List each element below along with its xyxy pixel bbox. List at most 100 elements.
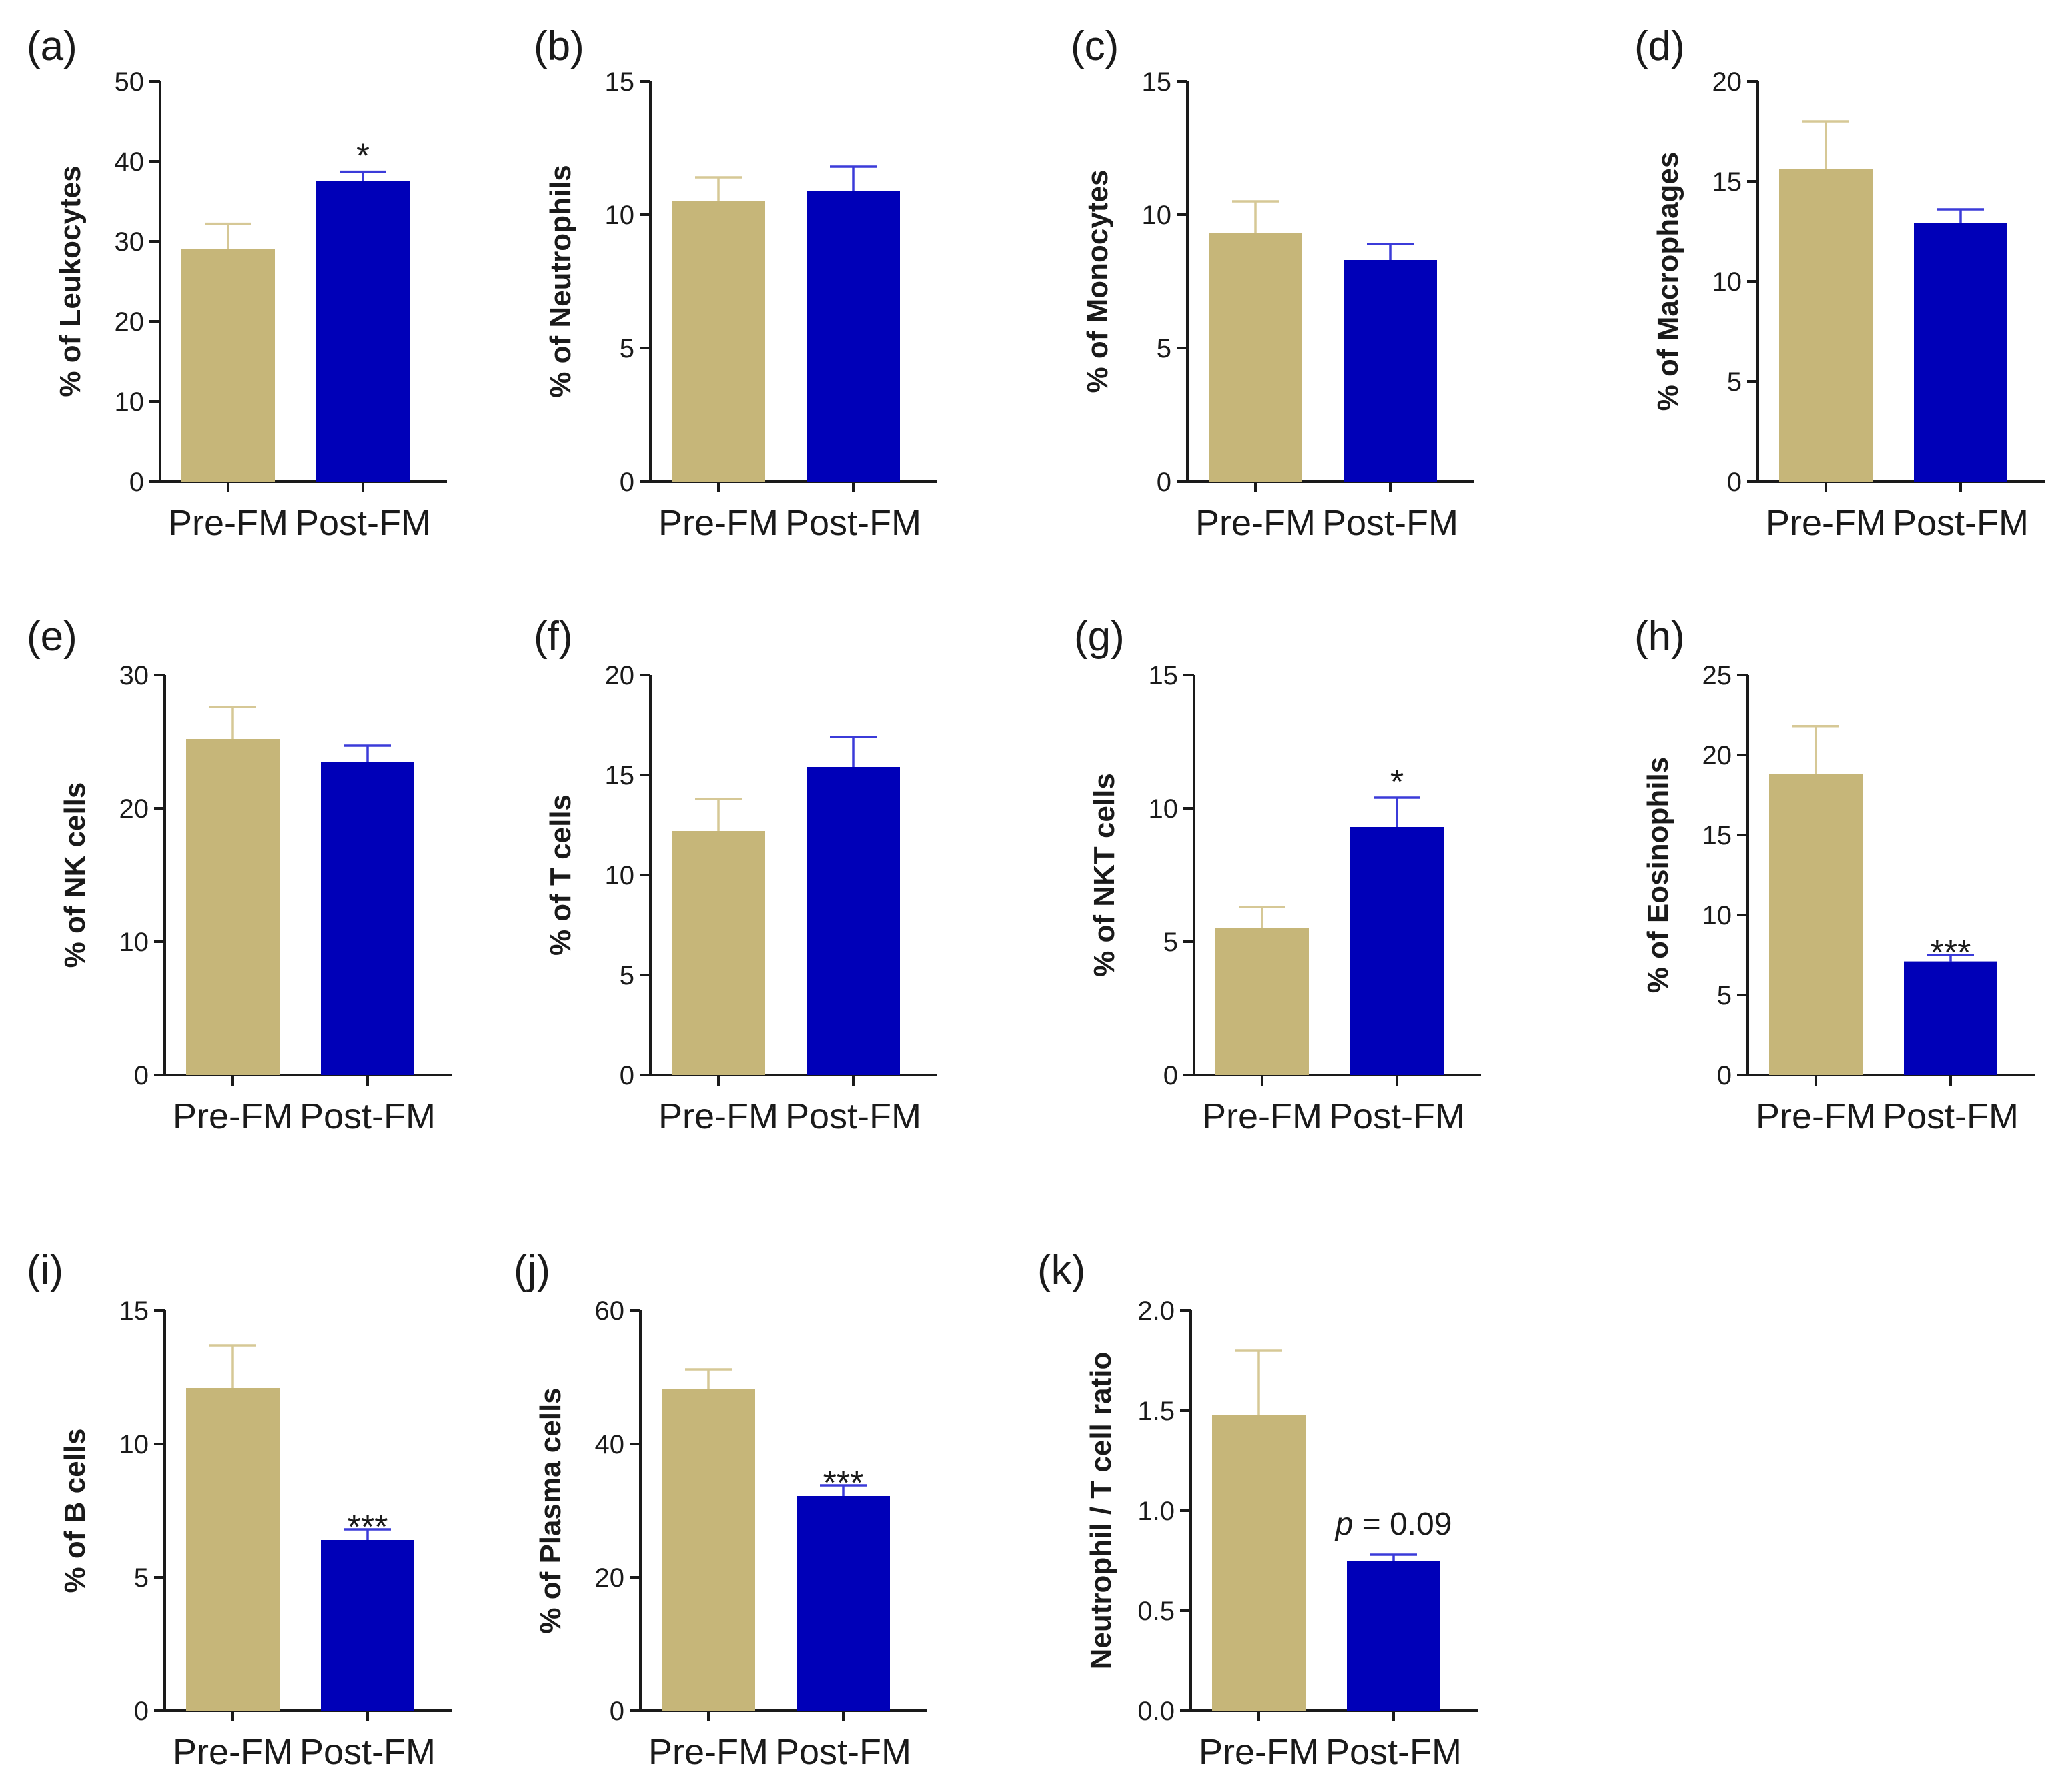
y-tick-label: 0	[1727, 468, 1742, 497]
y-tick-label: 15	[1149, 661, 1179, 690]
panel-label: (e)	[27, 614, 77, 660]
y-tick-label: 2.0	[1137, 1296, 1175, 1326]
panel-label: (h)	[1634, 614, 1685, 660]
y-tick-label: 25	[1702, 661, 1732, 690]
x-category-label: Pre-FM	[1766, 503, 1886, 543]
significance-marker: ***	[1931, 934, 1971, 972]
x-category-label: Post-FM	[300, 1096, 436, 1136]
bar-post-fm	[1344, 260, 1437, 482]
y-tick-label: 5	[620, 961, 634, 990]
x-category-label: Pre-FM	[1202, 1096, 1322, 1136]
chart-panel: (h) 0 5 10 15 20 25 % of Eosinophils Pre-FM Post-…	[1634, 614, 2035, 1136]
bar-post-fm	[321, 762, 414, 1075]
x-category-label: Pre-FM	[173, 1732, 293, 1772]
y-tick-label: 0	[129, 468, 144, 497]
y-tick-label: 0	[610, 1697, 624, 1726]
x-category-label: Pre-FM	[658, 503, 779, 543]
y-tick-label: 0	[620, 1061, 634, 1090]
panel-label: (a)	[27, 23, 77, 69]
x-category-label: Pre-FM	[648, 1732, 768, 1772]
y-axis-title: % of NKT cells	[1088, 773, 1121, 977]
p-value-annotation: p = 0.09	[1334, 1507, 1452, 1542]
y-tick-label: 5	[620, 334, 634, 363]
y-tick-label: 0	[134, 1697, 149, 1726]
x-category-label: Pre-FM	[168, 503, 288, 543]
x-category-label: Pre-FM	[1195, 503, 1316, 543]
y-axis-title: % of B cells	[59, 1429, 91, 1593]
bar-post-fm	[797, 1496, 890, 1711]
x-category-label: Post-FM	[785, 503, 921, 543]
y-tick-label: 50	[115, 67, 145, 97]
panel-label: (c)	[1071, 23, 1119, 69]
y-tick-label: 5	[1157, 334, 1171, 363]
y-tick-label: 0.0	[1137, 1697, 1175, 1726]
y-tick-label: 20	[1702, 741, 1732, 770]
bar-pre-fm	[1769, 774, 1863, 1075]
panel-label: (j)	[514, 1247, 550, 1293]
x-category-label: Pre-FM	[1756, 1096, 1876, 1136]
x-category-label: Post-FM	[1326, 1732, 1462, 1772]
panel-label: (g)	[1074, 614, 1125, 660]
bar-pre-fm	[186, 739, 280, 1075]
chart-panel: (a) 0 10 20 30 40 50 % of Leukocytes Pre-FM Post-…	[27, 23, 447, 543]
panel-label: (d)	[1634, 23, 1685, 69]
y-tick-label: 10	[605, 861, 635, 890]
chart-panel: (i) 0 5 10 15 % of B cells Pre-FM Post-FM ***	[27, 1247, 452, 1772]
x-category-label: Pre-FM	[173, 1096, 293, 1136]
y-axis-title: % of Monocytes	[1081, 170, 1114, 393]
significance-marker: ***	[348, 1508, 388, 1547]
bar-post-fm	[1350, 827, 1444, 1075]
panel-label: (k)	[1037, 1247, 1085, 1293]
bar-post-fm	[1914, 223, 2007, 482]
y-tick-label: 15	[119, 1296, 149, 1326]
bar-pre-fm	[672, 201, 765, 482]
y-axis-title: Neutrophil / T cell ratio	[1085, 1352, 1117, 1670]
x-category-label: Post-FM	[1322, 503, 1458, 543]
bar-pre-fm	[181, 249, 275, 482]
chart-panel: (f) 0 5 10 15 20 % of T cells Pre-FM Post-FM	[534, 614, 937, 1136]
x-category-label: Post-FM	[1893, 503, 2029, 543]
x-category-label: Pre-FM	[658, 1096, 779, 1136]
y-axis-title: % of Leukocytes	[54, 165, 87, 397]
y-axis-title: % of NK cells	[59, 782, 91, 968]
p-value-symbol: p	[1334, 1507, 1354, 1542]
y-axis-title: % of T cells	[544, 794, 577, 956]
panel-label: (f)	[534, 614, 573, 660]
y-tick-label: 40	[595, 1430, 625, 1459]
bar-pre-fm	[1209, 233, 1302, 482]
y-tick-label: 1.5	[1137, 1397, 1175, 1426]
y-tick-label: 0	[1163, 1061, 1178, 1090]
y-tick-label: 40	[115, 147, 145, 177]
y-tick-label: 15	[1142, 67, 1172, 97]
significance-marker: *	[356, 137, 370, 176]
y-tick-label: 5	[1717, 981, 1732, 1010]
y-tick-label: 20	[595, 1563, 625, 1593]
x-category-label: Post-FM	[300, 1732, 436, 1772]
y-axis-title: % of Plasma cells	[534, 1387, 567, 1633]
y-axis-title: % of Eosinophils	[1642, 757, 1674, 993]
bar-post-fm	[321, 1540, 414, 1711]
bar-pre-fm	[1779, 169, 1873, 482]
bar-post-fm	[807, 191, 900, 482]
y-tick-label: 15	[605, 67, 635, 97]
bar-pre-fm	[662, 1389, 755, 1711]
y-tick-label: 15	[1712, 167, 1742, 197]
bar-post-fm	[316, 181, 410, 482]
x-category-label: Pre-FM	[1199, 1732, 1319, 1772]
x-category-label: Post-FM	[775, 1732, 911, 1772]
chart-panel: (k) 0.0 0.5 1.0 1.5 2.0 Neutrophil / T cell ra…	[1037, 1247, 1478, 1772]
bar-post-fm	[1347, 1561, 1440, 1711]
chart-panel: (d) 0 5 10 15 20 % of Macrophages Pre-FM Post-FM	[1634, 23, 2045, 543]
bar-pre-fm	[1215, 928, 1309, 1075]
y-axis-title: % of Macrophages	[1652, 152, 1684, 411]
chart-panel: (e) 0 10 20 30 % of NK cells Pre-FM Post-FM	[27, 614, 452, 1136]
y-tick-label: 10	[119, 928, 149, 957]
panel-label: (b)	[534, 23, 584, 69]
y-tick-label: 5	[1727, 367, 1742, 397]
chart-panel: (c) 0 5 10 15 % of Monocytes Pre-FM Post-FM	[1071, 23, 1474, 543]
y-tick-label: 15	[605, 761, 635, 790]
bar-pre-fm	[1212, 1415, 1306, 1711]
y-axis-title: % of Neutrophils	[544, 165, 577, 398]
bar-post-fm	[1904, 961, 1997, 1075]
y-tick-label: 20	[605, 661, 635, 690]
